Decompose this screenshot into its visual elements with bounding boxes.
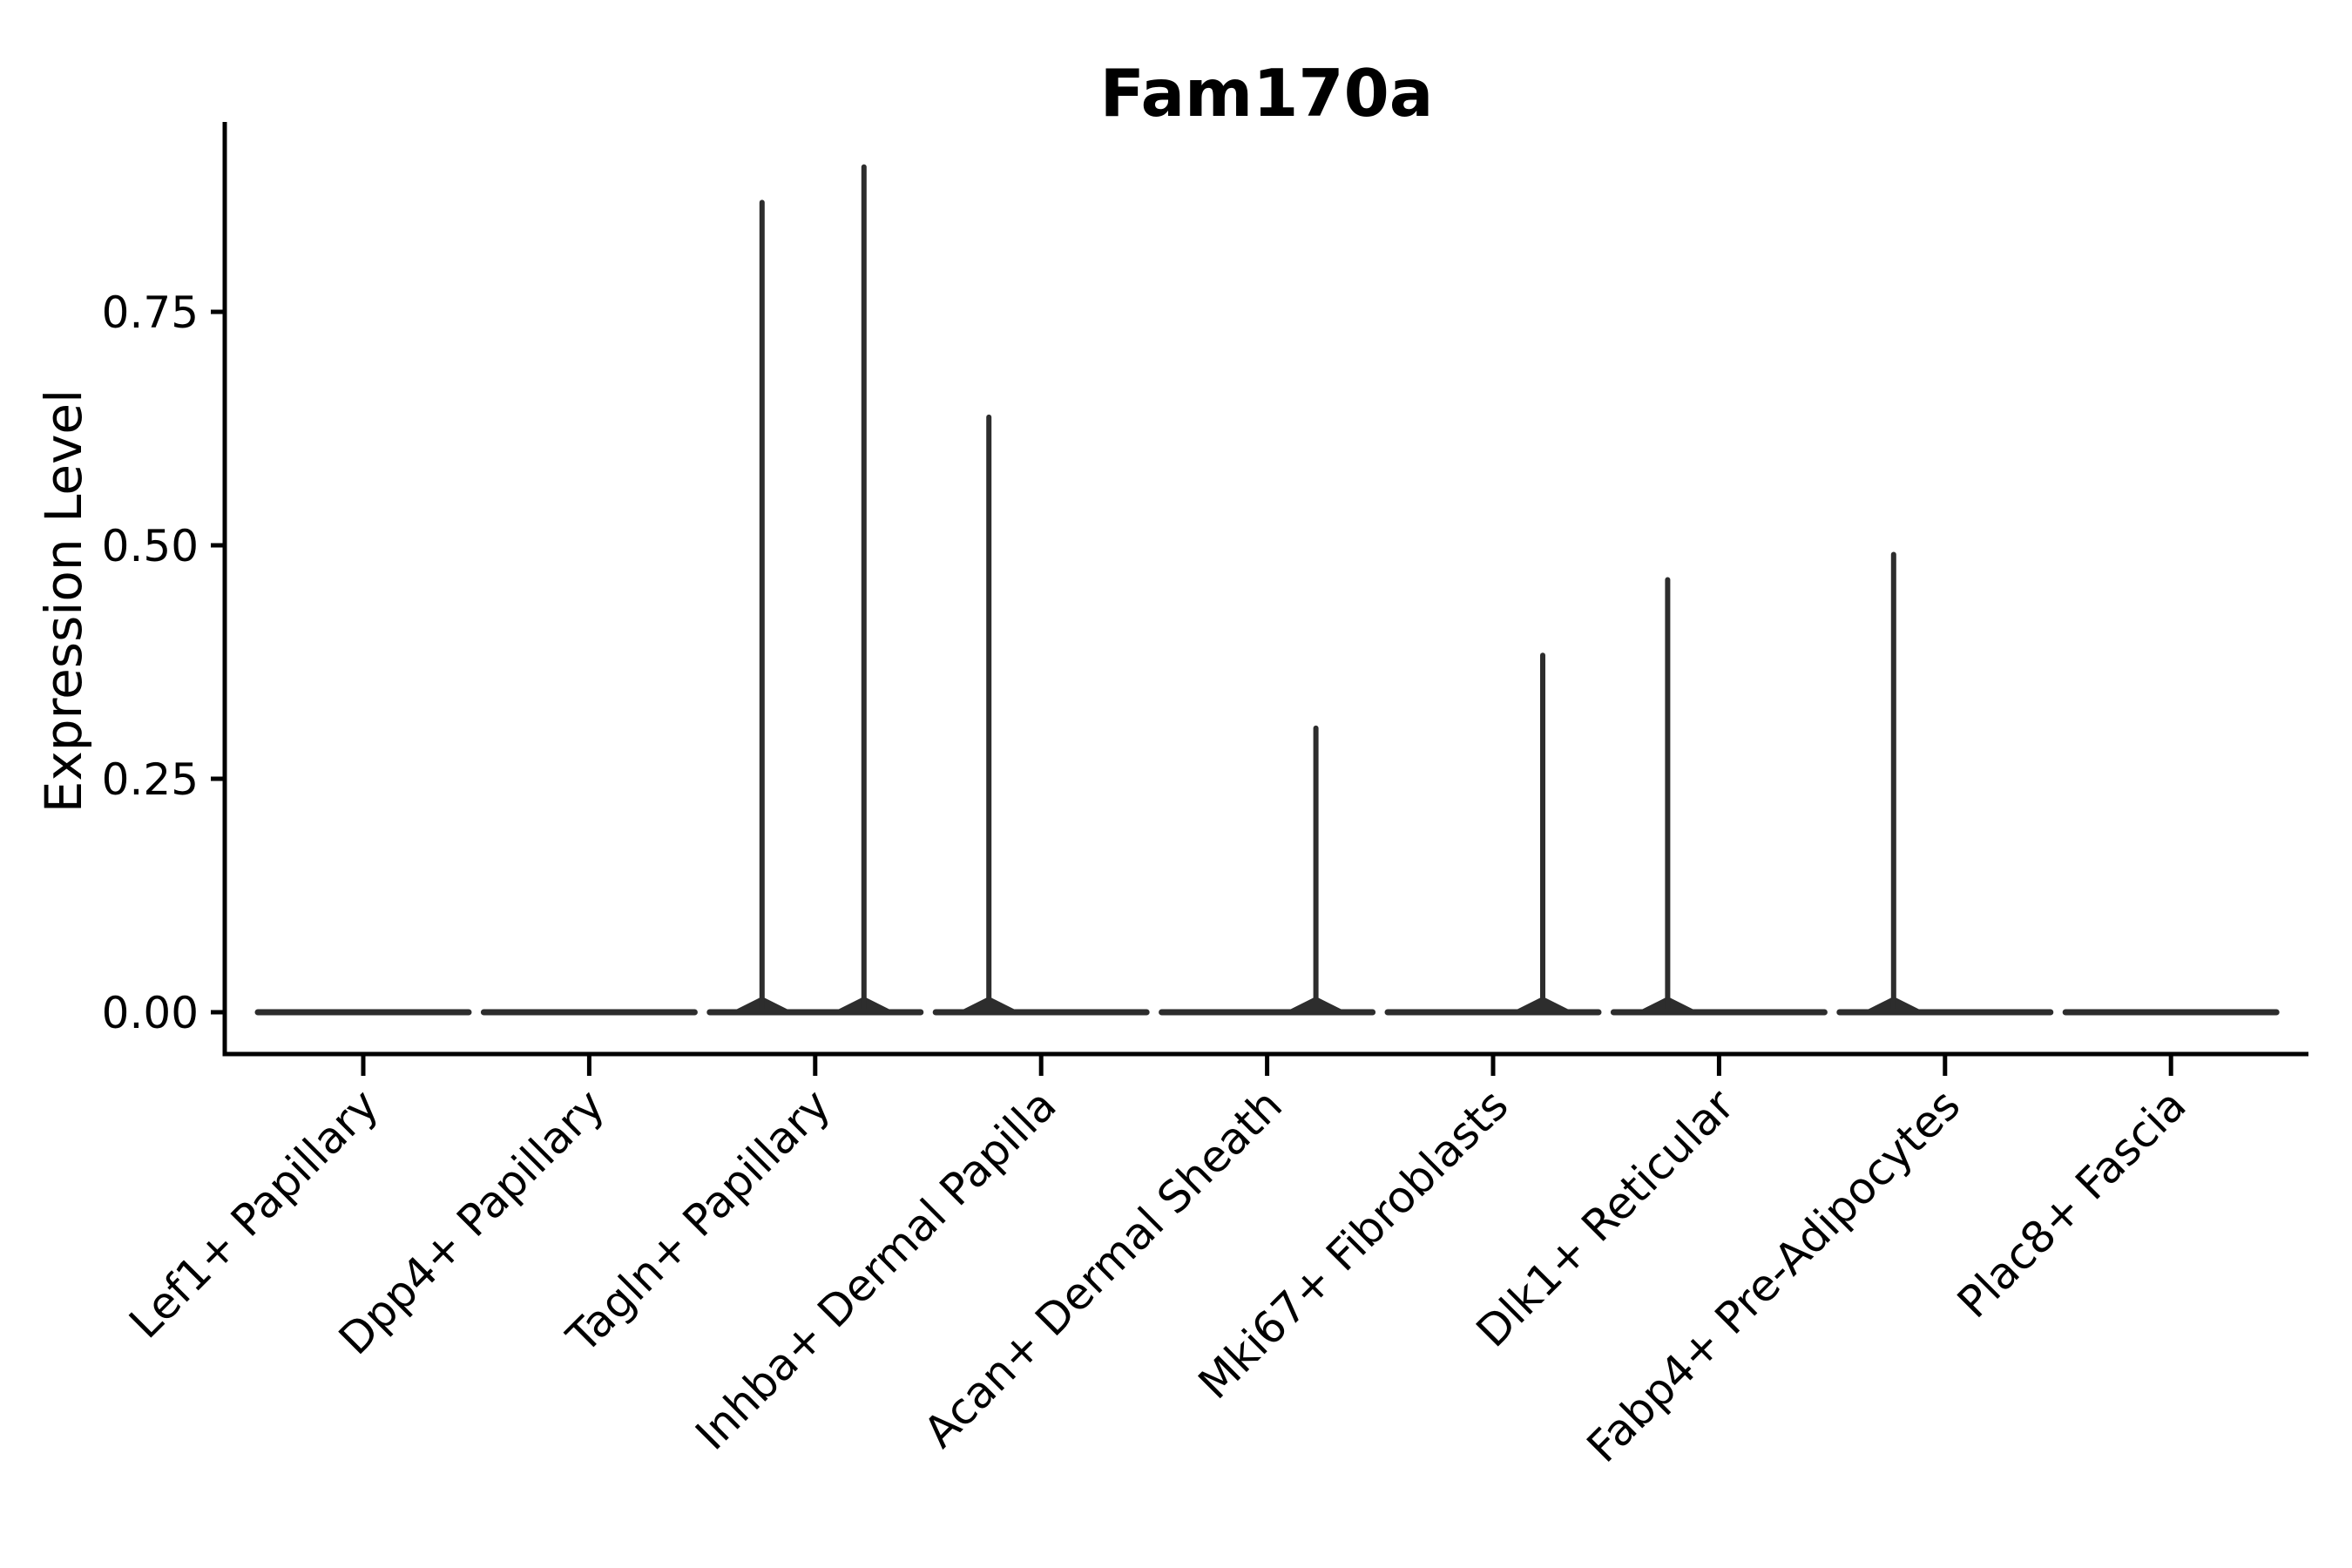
axes-spines xyxy=(222,122,2308,1057)
chart-title: Fam170a xyxy=(1100,55,1434,132)
y-tick-label: 0.50 xyxy=(102,521,199,571)
x-tick-label: Inhba+ Dermal Papilla xyxy=(686,1079,1065,1459)
violin-6 xyxy=(1384,652,1602,1016)
x-tick-label: Acan+ Dermal Sheath xyxy=(915,1079,1293,1457)
violin-4 xyxy=(932,414,1150,1016)
y-axis-label: Expression Level xyxy=(34,389,93,813)
violin-8 xyxy=(1836,551,2054,1016)
y-axis-ticks: 0.00 0.25 0.50 0.75 xyxy=(102,287,225,1038)
violin-5 xyxy=(1159,725,1376,1016)
violin-3 xyxy=(706,164,924,1016)
y-tick-label: 0.00 xyxy=(102,988,199,1038)
violin-7 xyxy=(1610,577,1828,1016)
x-tick-label: Plac8+ Fascia xyxy=(1948,1079,2196,1328)
y-tick-label: 0.75 xyxy=(102,287,199,338)
violins xyxy=(254,164,2280,1016)
x-tick-label: Lef1+ Papillary xyxy=(119,1079,388,1348)
y-tick-label: 0.25 xyxy=(102,754,199,805)
x-tick-label: Fabp4+ Pre-Adipocytes xyxy=(1578,1079,1970,1472)
